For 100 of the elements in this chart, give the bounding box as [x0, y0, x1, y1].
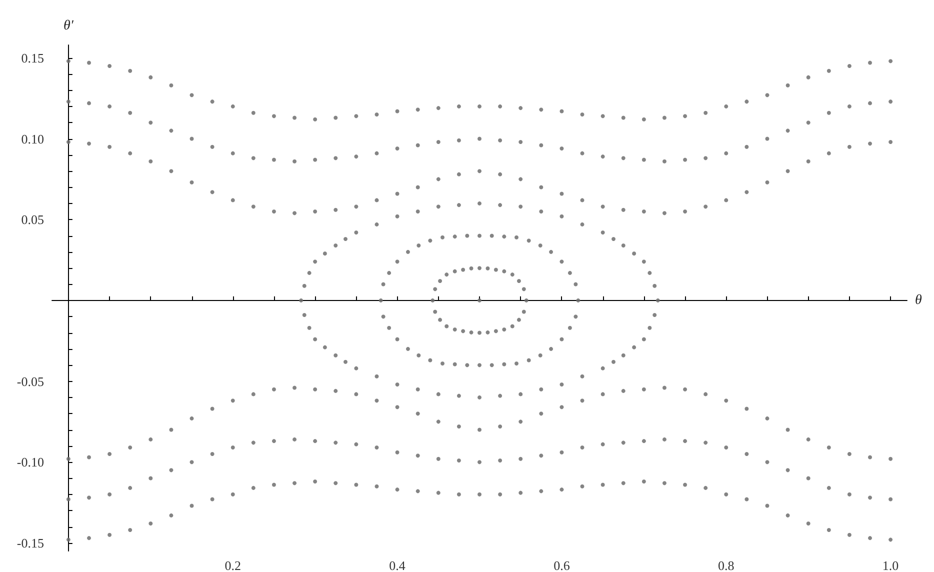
y-axis-title: θ′: [63, 18, 74, 34]
point: [210, 144, 214, 149]
point: [230, 398, 235, 403]
point: [433, 310, 438, 314]
point: [568, 326, 572, 330]
point: [868, 142, 872, 146]
point: [66, 140, 70, 144]
point: [765, 136, 770, 141]
point: [66, 538, 70, 542]
point: [169, 428, 174, 432]
point: [406, 346, 410, 351]
point: [108, 144, 112, 149]
point: [765, 180, 770, 184]
point: [642, 117, 646, 122]
point: [724, 151, 728, 156]
point: [416, 353, 421, 358]
point: [888, 100, 893, 104]
point: [642, 439, 646, 444]
point: [516, 318, 521, 322]
point: [334, 116, 338, 120]
point: [478, 136, 482, 141]
point: [87, 101, 91, 106]
point: [374, 484, 379, 488]
point: [354, 392, 358, 396]
point: [704, 156, 708, 160]
point: [539, 387, 544, 392]
point: [826, 68, 831, 73]
point: [272, 387, 276, 392]
point: [502, 362, 506, 366]
point: [395, 382, 400, 386]
point: [87, 536, 91, 540]
point: [642, 260, 646, 264]
point: [518, 456, 523, 461]
point: [560, 109, 564, 114]
point: [868, 101, 872, 106]
point: [524, 298, 528, 302]
point: [128, 68, 132, 73]
point: [847, 64, 852, 68]
point: [230, 104, 235, 108]
point: [190, 504, 194, 508]
point: [539, 454, 544, 458]
point: [354, 154, 358, 159]
point: [292, 437, 297, 442]
point: [704, 440, 708, 445]
point: [621, 353, 626, 358]
point: [560, 260, 564, 264]
point: [322, 252, 327, 256]
point: [128, 486, 132, 490]
point: [621, 243, 626, 248]
point: [456, 203, 461, 208]
point: [765, 504, 770, 508]
point: [272, 158, 276, 162]
point: [724, 492, 728, 496]
point: [292, 159, 297, 164]
point: [826, 528, 831, 532]
point: [440, 361, 445, 366]
point: [478, 104, 482, 108]
point: [478, 363, 482, 368]
point: [526, 358, 531, 362]
point: [498, 424, 502, 429]
point: [826, 446, 831, 450]
point: [683, 439, 688, 444]
point: [539, 210, 544, 214]
point: [600, 230, 605, 235]
point: [452, 269, 457, 274]
x-tick-label: 0.8: [718, 558, 734, 572]
point: [539, 412, 544, 416]
point: [744, 452, 749, 456]
point: [66, 497, 70, 502]
point: [416, 412, 420, 416]
point: [744, 100, 749, 104]
y-tick-label: -0.15: [16, 535, 44, 550]
point: [806, 476, 810, 480]
point: [518, 204, 523, 209]
point: [87, 455, 91, 460]
point: [549, 346, 554, 351]
point: [502, 234, 506, 239]
point: [498, 203, 502, 208]
point: [580, 446, 584, 450]
point: [210, 497, 214, 502]
point: [580, 374, 584, 378]
point: [374, 112, 379, 117]
point: [395, 109, 400, 114]
point: [128, 446, 132, 450]
point: [148, 476, 153, 480]
point: [354, 230, 358, 235]
point: [395, 405, 400, 410]
point: [560, 214, 564, 218]
point: [662, 481, 666, 486]
point: [478, 330, 482, 335]
point: [148, 120, 153, 125]
point: [66, 59, 70, 64]
point: [456, 424, 461, 429]
point: [428, 358, 432, 362]
point: [148, 437, 153, 442]
point: [518, 420, 523, 424]
point: [518, 106, 523, 110]
point: [452, 234, 457, 239]
point: [292, 386, 297, 390]
point: [344, 236, 348, 241]
